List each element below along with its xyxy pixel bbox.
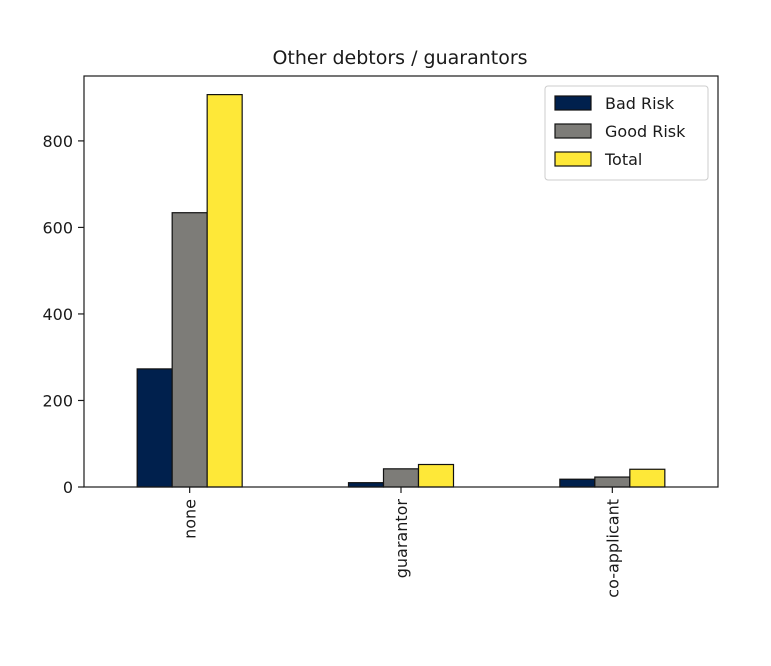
legend-label-bad-risk: Bad Risk: [605, 94, 675, 113]
bar-total-none: [206, 94, 243, 488]
legend-label-total: Total: [604, 150, 642, 169]
x-tick-label-co-applicant: co-applicant: [603, 499, 622, 598]
y-axis: 0 200 400 600 800: [42, 132, 84, 497]
y-tick-label: 800: [42, 132, 73, 151]
legend: Bad Risk Good Risk Total: [544, 85, 709, 181]
x-tick-label-none: none: [181, 499, 200, 539]
bar-bad-risk-none: [136, 368, 173, 488]
plot-frame: [83, 75, 719, 488]
bar-bad-risk-co-applicant: [559, 478, 596, 488]
legend-label-good-risk: Good Risk: [605, 122, 686, 141]
y-tick-label: 600: [42, 218, 73, 237]
bar-good-risk-none: [171, 212, 208, 488]
bars-group: [136, 94, 666, 488]
legend-swatch-good-risk: [554, 123, 592, 139]
legend-swatch-bad-risk: [554, 95, 592, 111]
bar-total-co-applicant: [629, 468, 666, 488]
bar-good-risk-guarantor: [382, 468, 420, 488]
bar-good-risk-co-applicant: [594, 476, 631, 488]
x-tick-label-guarantor: guarantor: [392, 499, 411, 579]
chart-title: Other debtors / guarantors: [272, 47, 527, 69]
bar-bad-risk-guarantor: [347, 482, 385, 488]
y-tick-label: 200: [42, 391, 73, 410]
y-tick-label: 400: [42, 305, 73, 324]
bar-total-guarantor: [417, 463, 455, 488]
x-axis: none guarantor co-applicant: [181, 487, 622, 598]
y-tick-label: 0: [63, 478, 73, 497]
legend-swatch-total: [554, 151, 592, 167]
